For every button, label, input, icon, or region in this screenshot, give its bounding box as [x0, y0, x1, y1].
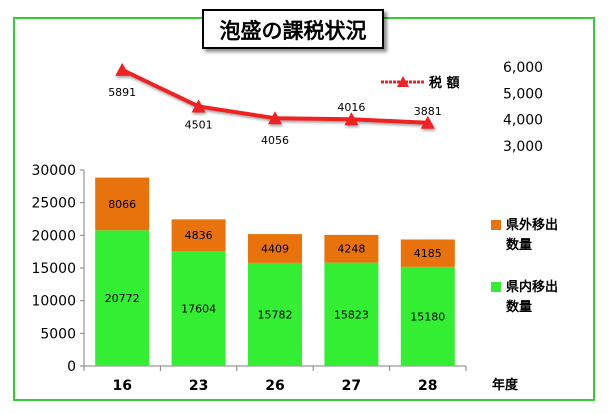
tax-point-marker — [191, 99, 206, 113]
bar-y-tick-label: 10000 — [31, 294, 76, 310]
x-axis-label: 年度 — [492, 377, 519, 393]
bar-segment-outside — [171, 219, 226, 251]
tax-data-label: 3881 — [414, 105, 442, 118]
bar-y-tick-label: 20000 — [31, 228, 76, 244]
x-tick-label: 27 — [342, 378, 361, 394]
bar-y-ticks: 30000 25000 20000 15000 10000 5000 0 — [31, 163, 84, 375]
bar-data-label: 4836 — [185, 229, 213, 242]
bar-data-label: 15823 — [334, 308, 369, 321]
bar-segment-domestic — [400, 266, 455, 366]
bar-data-label: 15180 — [410, 310, 445, 323]
bar-segment-domestic — [324, 262, 379, 366]
bar-data-label: 4248 — [337, 243, 365, 256]
x-tick-label: 26 — [265, 378, 284, 394]
line-y-tick-label: 3,000 — [503, 139, 543, 155]
legend-bar-label: 県内移出数量 — [506, 279, 558, 315]
bar-data-label: 4185 — [414, 247, 442, 260]
legend-bar-swatch — [491, 220, 501, 230]
chart-title: 泡盛の課税状況 — [220, 19, 367, 43]
line-y-tick-label: 5,000 — [503, 86, 543, 102]
bar-data-label: 15782 — [258, 308, 293, 321]
bar-data-label: 20772 — [105, 292, 140, 305]
tax-point-marker — [115, 62, 130, 76]
tax-data-label: 5891 — [108, 86, 136, 99]
tax-data-label: 4056 — [261, 134, 289, 147]
bars: 20772 8066 17604 4836 15782 4409 15823 4248 1518… — [95, 177, 455, 366]
x-ticks: 16 23 26 27 28 — [83, 366, 467, 394]
line-y-tick-label: 4,000 — [503, 113, 543, 129]
tax-point-marker — [268, 111, 282, 125]
x-tick-label: 28 — [418, 378, 437, 394]
bar-y-tick-label: 15000 — [31, 261, 76, 277]
tax-point-marker — [420, 115, 435, 129]
bar-segment-outside — [248, 234, 302, 263]
line-plot-area: 6,000 5,000 4,000 3,000 5891 4501 4056 4016 388… — [108, 60, 543, 155]
tax-point-marker — [344, 112, 359, 126]
bar-data-label: 4409 — [261, 242, 289, 255]
legend-bar-swatch — [491, 282, 501, 292]
bar-segment-outside — [324, 234, 379, 263]
x-tick-label: 23 — [189, 378, 208, 394]
x-tick-label: 16 — [112, 378, 131, 394]
bar-segment-domestic — [95, 230, 150, 366]
bar-segment-outside — [95, 177, 150, 231]
bar-data-label: 8066 — [108, 198, 136, 211]
bar-plot-area: 30000 25000 20000 15000 10000 5000 0 20772 8066… — [31, 163, 467, 394]
bar-segment-outside — [400, 239, 455, 267]
tax-line — [115, 62, 435, 129]
line-y-ticks: 6,000 5,000 4,000 3,000 — [503, 60, 543, 155]
legend-bar-label: 県外移出数量 — [506, 217, 558, 253]
bar-y-tick-label: 25000 — [31, 196, 76, 212]
bar-y-tick-label: 0 — [67, 359, 76, 375]
chart-title-box: 泡盛の課税状況 — [202, 9, 384, 49]
bar-y-tick-label: 5000 — [40, 326, 76, 342]
bar-segment-domestic — [248, 262, 302, 366]
tax-data-label: 4016 — [337, 101, 365, 114]
line-series: 5891 4501 4056 4016 3881 — [108, 62, 442, 147]
bar-y-tick-label: 30000 — [31, 163, 76, 179]
tax-data-label: 4501 — [185, 118, 213, 131]
legend-line-label: 税 額 — [429, 75, 460, 91]
legend-line-marker — [397, 76, 409, 87]
bar-segment-domestic — [171, 250, 226, 366]
bar-data-label: 17604 — [181, 302, 216, 315]
line-legend: 税 額 — [381, 75, 460, 91]
line-y-tick-label: 6,000 — [503, 60, 543, 76]
